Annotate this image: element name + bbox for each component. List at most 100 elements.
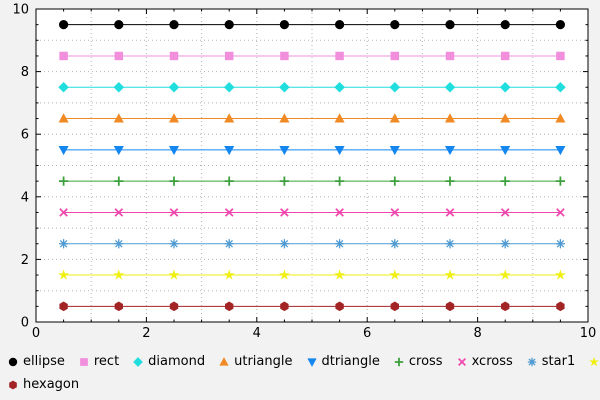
x-tick-label: 2 bbox=[142, 326, 150, 341]
star1-legend-marker-icon bbox=[527, 357, 536, 366]
xcross-marker bbox=[500, 208, 510, 217]
utriangle-marker bbox=[113, 113, 124, 123]
xcross-marker bbox=[224, 208, 234, 217]
star2-marker bbox=[278, 269, 290, 280]
utriangle-marker bbox=[224, 113, 235, 123]
dtriangle-marker bbox=[444, 145, 456, 156]
y-tick-label: 0 bbox=[21, 316, 29, 331]
diamond-marker bbox=[499, 81, 511, 93]
diamond-marker bbox=[58, 81, 69, 93]
cross-marker bbox=[224, 176, 234, 186]
utriangle-marker bbox=[500, 113, 511, 123]
cross-marker bbox=[335, 176, 345, 186]
dtriangle-marker bbox=[389, 145, 400, 156]
hexagon-marker bbox=[114, 301, 123, 312]
hexagon-marker bbox=[556, 301, 565, 312]
legend-label: hexagon bbox=[23, 377, 80, 392]
utriangle-marker bbox=[555, 113, 566, 123]
legend-item-hexagon: hexagon bbox=[6, 377, 79, 392]
legend-item-star2: star2 bbox=[587, 354, 600, 369]
legend-label: utriangle bbox=[234, 354, 293, 369]
ellipse-marker bbox=[500, 20, 510, 30]
star2-marker bbox=[499, 269, 511, 280]
utriangle-legend-marker-icon bbox=[219, 356, 229, 366]
utriangle-marker bbox=[58, 113, 69, 123]
utriangle-marker bbox=[334, 113, 345, 123]
legend-item-utriangle: utriangle bbox=[217, 354, 293, 369]
star2-marker bbox=[334, 269, 346, 280]
y-tick-label: 2 bbox=[21, 253, 29, 268]
xcross-marker bbox=[390, 208, 400, 217]
star2-legend-marker-icon bbox=[589, 356, 600, 366]
star1-marker bbox=[335, 239, 345, 249]
legend-label: rect bbox=[93, 354, 120, 369]
legend-item-cross: cross bbox=[392, 354, 443, 369]
legend-label: xcross bbox=[471, 354, 513, 369]
ellipse-marker bbox=[224, 20, 234, 30]
legend-item-ellipse: ellipse bbox=[6, 354, 65, 369]
legend-item-xcross: xcross bbox=[455, 354, 513, 369]
diamond-marker bbox=[113, 81, 125, 93]
cross-marker bbox=[279, 176, 289, 186]
diamond-marker bbox=[223, 81, 235, 93]
x-tick-label: 8 bbox=[473, 326, 481, 341]
dtriangle-marker bbox=[500, 145, 511, 156]
rect-marker bbox=[224, 51, 234, 61]
rect-marker bbox=[500, 51, 510, 61]
legend-label: star1 bbox=[541, 354, 576, 369]
star2-marker bbox=[223, 269, 235, 280]
legend-item-dtriangle: dtriangle bbox=[305, 354, 380, 369]
cross-marker bbox=[445, 176, 455, 186]
hexagon-marker bbox=[335, 301, 344, 312]
ellipse-marker bbox=[445, 20, 455, 30]
xcross-marker bbox=[169, 208, 179, 217]
xcross-marker bbox=[280, 208, 289, 217]
utriangle-marker bbox=[389, 113, 400, 123]
legend-item-star1: star1 bbox=[525, 354, 575, 369]
legend-row: hexagon bbox=[6, 373, 600, 396]
x-tick-label: 10 bbox=[580, 326, 597, 341]
y-tick-label: 10 bbox=[12, 3, 29, 18]
rect-marker bbox=[335, 51, 344, 61]
dtriangle-marker bbox=[168, 145, 180, 156]
diamond-legend-marker-icon bbox=[133, 356, 144, 367]
hexagon-marker bbox=[169, 301, 179, 312]
diamond-marker bbox=[279, 81, 290, 93]
xcross-marker bbox=[445, 208, 455, 217]
star1-marker bbox=[169, 239, 179, 249]
ellipse-marker bbox=[390, 20, 400, 30]
diamond-marker bbox=[389, 81, 401, 93]
xcross-marker bbox=[335, 208, 344, 217]
ellipse-marker bbox=[279, 20, 289, 30]
plot-canvas: 0 2 4 6 8 10 0 2 4 6 8 10 bbox=[12, 3, 597, 342]
star1-marker bbox=[555, 239, 565, 249]
rect-marker bbox=[59, 51, 68, 61]
legend-label: ellipse bbox=[23, 354, 65, 369]
utriangle-marker bbox=[279, 113, 290, 123]
cross-marker bbox=[169, 176, 179, 186]
star2-marker bbox=[113, 269, 125, 280]
rect-marker bbox=[114, 51, 124, 61]
xcross-legend-marker-icon bbox=[457, 357, 466, 366]
cross-marker bbox=[59, 176, 69, 186]
dtriangle-marker bbox=[58, 145, 69, 156]
rect-marker bbox=[169, 51, 179, 61]
star1-marker bbox=[390, 239, 400, 249]
x-tick-label: 6 bbox=[363, 326, 371, 341]
hexagon-marker bbox=[280, 301, 289, 312]
dtriangle-marker bbox=[224, 145, 235, 156]
diamond-marker bbox=[444, 81, 456, 93]
dtriangle-marker bbox=[113, 145, 124, 156]
star2-marker bbox=[58, 269, 70, 280]
hexagon-legend-marker-icon bbox=[9, 380, 17, 389]
diamond-marker bbox=[168, 81, 180, 93]
ellipse-marker bbox=[169, 20, 179, 30]
rect-marker bbox=[390, 51, 400, 61]
star1-marker bbox=[59, 239, 69, 249]
star1-marker bbox=[445, 239, 455, 249]
ellipse-marker bbox=[114, 20, 124, 30]
cross-marker bbox=[500, 176, 510, 186]
ellipse-marker bbox=[555, 20, 566, 30]
xcross-marker bbox=[556, 208, 565, 217]
hexagon-marker bbox=[225, 301, 234, 312]
